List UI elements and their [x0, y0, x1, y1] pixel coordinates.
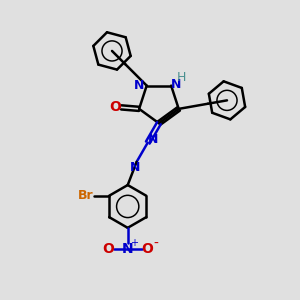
Text: O: O — [141, 242, 153, 256]
Text: N: N — [170, 78, 181, 91]
Text: N: N — [130, 161, 140, 174]
Text: O: O — [103, 242, 114, 256]
Text: +: + — [130, 238, 138, 248]
Text: H: H — [177, 71, 186, 84]
Text: N: N — [122, 242, 134, 256]
Text: Br: Br — [78, 189, 94, 202]
Text: -: - — [153, 237, 158, 251]
Text: O: O — [110, 100, 121, 114]
Text: N: N — [148, 133, 158, 146]
Text: N: N — [134, 79, 144, 92]
